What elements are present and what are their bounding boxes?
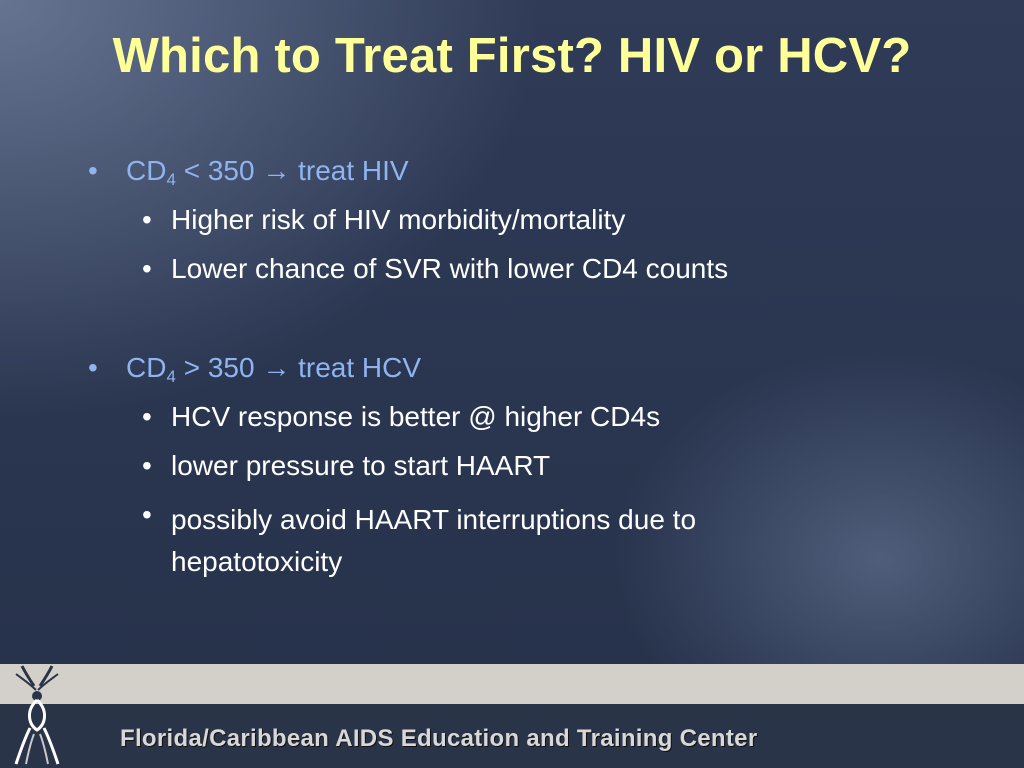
bullet-marker: • (142, 499, 152, 530)
sub-item: • Higher risk of HIV morbidity/mortality (142, 204, 625, 236)
bullet-subscript: 4 (166, 170, 176, 189)
bullet-subscript: 4 (166, 367, 176, 386)
bullet-text: > 350 → treat HCV (175, 352, 422, 383)
sub-item-text: Higher risk of HIV morbidity/mortality (171, 204, 626, 235)
ribbon-figure-logo-icon (14, 665, 60, 765)
bullet-marker: • (142, 450, 152, 481)
bullet-prefix: CD (126, 352, 167, 383)
bullet-cd4-high: • CD4 > 350 → treat HCV (88, 352, 422, 386)
sub-item: • Lower chance of SVR with lower CD4 coun… (142, 253, 728, 285)
footer-band (0, 704, 1024, 768)
bullet-marker: • (142, 401, 152, 432)
sub-item-text: Lower chance of SVR with lower CD4 count… (171, 253, 729, 284)
slide-area: Which to Treat First? HIV or HCV? • CD4 <… (0, 0, 1024, 664)
sub-item-text: HCV response is better @ higher CD4s (171, 401, 661, 432)
bullet-marker: • (88, 352, 98, 383)
bullet-prefix: CD (126, 155, 167, 186)
sub-item-text: possibly avoid HAART interruptions due t… (171, 504, 697, 577)
bullet-marker: • (142, 253, 152, 284)
bullet-marker: • (88, 155, 98, 186)
sub-item-text: lower pressure to start HAART (171, 450, 551, 481)
organization-name: Florida/Caribbean AIDS Education and Tra… (120, 725, 758, 752)
bullet-text: < 350 → treat HIV (175, 155, 409, 186)
sub-item: • possibly avoid HAART interruptions due … (142, 499, 851, 583)
slide-title: Which to Treat First? HIV or HCV? (112, 29, 912, 83)
sub-item: • HCV response is better @ higher CD4s (142, 401, 660, 433)
sub-item: • lower pressure to start HAART (142, 450, 550, 482)
bullet-cd4-low: • CD4 < 350 → treat HIV (88, 155, 409, 189)
bullet-marker: • (142, 204, 152, 235)
footer: Florida/Caribbean AIDS Education and Tra… (0, 664, 1024, 768)
